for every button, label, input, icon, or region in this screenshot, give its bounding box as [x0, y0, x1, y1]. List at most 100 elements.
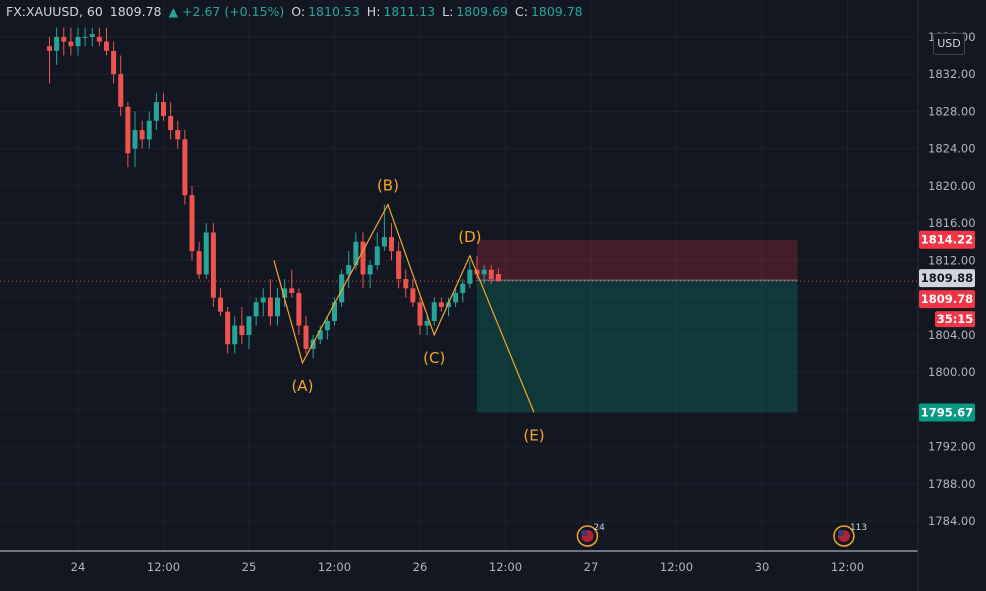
candle-body[interactable]	[403, 279, 409, 289]
countdown-text: 35:15	[937, 312, 974, 326]
candle-body[interactable]	[332, 302, 337, 321]
candle-body[interactable]	[303, 325, 309, 349]
y-tick-label: 1824.00	[928, 142, 976, 156]
candle-body[interactable]	[396, 251, 402, 280]
us-flag-canton-icon	[837, 530, 844, 536]
take-profit-zone[interactable]	[477, 280, 798, 413]
candle-body[interactable]	[460, 283, 466, 294]
candle-body[interactable]	[453, 293, 459, 303]
candle-body[interactable]	[210, 232, 216, 298]
candle-body[interactable]	[196, 251, 202, 275]
candle-body[interactable]	[353, 241, 359, 266]
price-tag-label: 1814.22	[921, 233, 973, 247]
open-label: O:	[291, 4, 306, 19]
symbol-label[interactable]: FX:XAUUSD, 60	[6, 4, 103, 19]
wave-label-a: (A)	[291, 377, 313, 395]
price-tag-label: 1809.88	[921, 271, 973, 285]
candle-body[interactable]	[182, 139, 188, 196]
price-tag-1814.22[interactable]	[919, 230, 975, 249]
candle-body[interactable]	[253, 302, 259, 317]
candle-body[interactable]	[54, 36, 60, 51]
candle-body[interactable]	[75, 36, 81, 47]
candle-body[interactable]	[417, 302, 423, 326]
candle-body[interactable]	[317, 330, 323, 340]
candle-body[interactable]	[289, 288, 295, 294]
y-tick-label: 1816.00	[928, 216, 976, 230]
low-label: L:	[442, 4, 454, 19]
y-tick-label: 1828.00	[928, 104, 976, 118]
candle-body[interactable]	[389, 237, 394, 252]
close-value: 1809.78	[530, 4, 583, 19]
candle-body[interactable]	[260, 297, 266, 303]
x-tick-label: 26	[413, 560, 428, 574]
y-tick-label: 1784.00	[928, 514, 976, 528]
x-tick-label: 12:00	[831, 560, 864, 574]
candle-body[interactable]	[410, 288, 416, 303]
candle-body[interactable]	[431, 302, 437, 321]
price-tag-1809.78[interactable]	[919, 290, 975, 309]
candle-body[interactable]	[239, 325, 245, 335]
candle-body[interactable]	[339, 274, 345, 303]
candle-body[interactable]	[381, 237, 387, 247]
y-tick-label: 1792.00	[928, 440, 976, 454]
candle-body[interactable]	[139, 130, 145, 140]
candle-body[interactable]	[481, 269, 487, 275]
candle-body[interactable]	[346, 265, 352, 275]
candle-body[interactable]	[246, 316, 252, 335]
candle-body[interactable]	[467, 269, 473, 284]
candle-body[interactable]	[89, 34, 95, 37]
high-value: 1811.13	[383, 4, 436, 19]
candle-body[interactable]	[488, 269, 494, 280]
stop-loss-zone[interactable]	[477, 239, 798, 281]
candle-body[interactable]	[218, 297, 223, 312]
open-value: 1810.53	[308, 4, 360, 19]
price-tag-label: 1795.67	[921, 406, 973, 420]
y-tick-label: 1812.00	[928, 253, 976, 267]
close-label: C:	[514, 4, 528, 19]
candle-body[interactable]	[175, 130, 181, 140]
x-tick-label: 12:00	[489, 560, 522, 574]
price-tag-1795.67[interactable]	[919, 403, 975, 422]
candle-body[interactable]	[118, 74, 124, 107]
candle-body[interactable]	[296, 293, 302, 326]
candle-body[interactable]	[125, 106, 131, 154]
candle-body[interactable]	[168, 116, 174, 131]
event-count: 24	[593, 523, 605, 533]
price-tag-label: 1809.78	[921, 292, 973, 306]
wave-pattern-line[interactable]	[273, 203, 535, 413]
candle-body[interactable]	[132, 130, 138, 149]
candle-body[interactable]	[367, 265, 373, 275]
candle-body[interactable]	[374, 246, 380, 266]
candle-body[interactable]	[225, 311, 231, 345]
candle-body[interactable]	[82, 36, 88, 38]
candle-body[interactable]	[324, 320, 330, 331]
y-tick-label: 1804.00	[928, 328, 976, 342]
candle-body[interactable]	[203, 232, 209, 275]
price-tag-1809.88[interactable]	[919, 269, 975, 288]
candle-body[interactable]	[438, 302, 444, 307]
wave-label-e: (E)	[523, 427, 544, 445]
candle-body[interactable]	[96, 36, 102, 42]
candle-body[interactable]	[232, 325, 238, 345]
candle-body[interactable]	[153, 102, 159, 121]
countdown-badge	[935, 311, 975, 328]
candle-body[interactable]	[495, 274, 501, 282]
candle-body[interactable]	[424, 320, 430, 326]
candle-body[interactable]	[68, 41, 74, 47]
candle-body[interactable]	[111, 50, 117, 75]
candle-body[interactable]	[61, 36, 67, 42]
candle-body[interactable]	[161, 102, 166, 117]
candle-body[interactable]	[267, 297, 273, 317]
candle-body[interactable]	[104, 41, 109, 51]
candle-body[interactable]	[282, 288, 288, 298]
candle-body[interactable]	[189, 195, 195, 252]
x-tick-label: 24	[71, 560, 86, 574]
candle-body[interactable]	[275, 297, 280, 317]
last-price: 1809.78	[109, 4, 162, 19]
candle-body[interactable]	[47, 46, 52, 51]
candle-body[interactable]	[146, 120, 152, 140]
x-tick-label: 25	[242, 560, 257, 574]
candle-body[interactable]	[360, 241, 366, 275]
currency-unit-button[interactable]: USD	[933, 33, 965, 55]
